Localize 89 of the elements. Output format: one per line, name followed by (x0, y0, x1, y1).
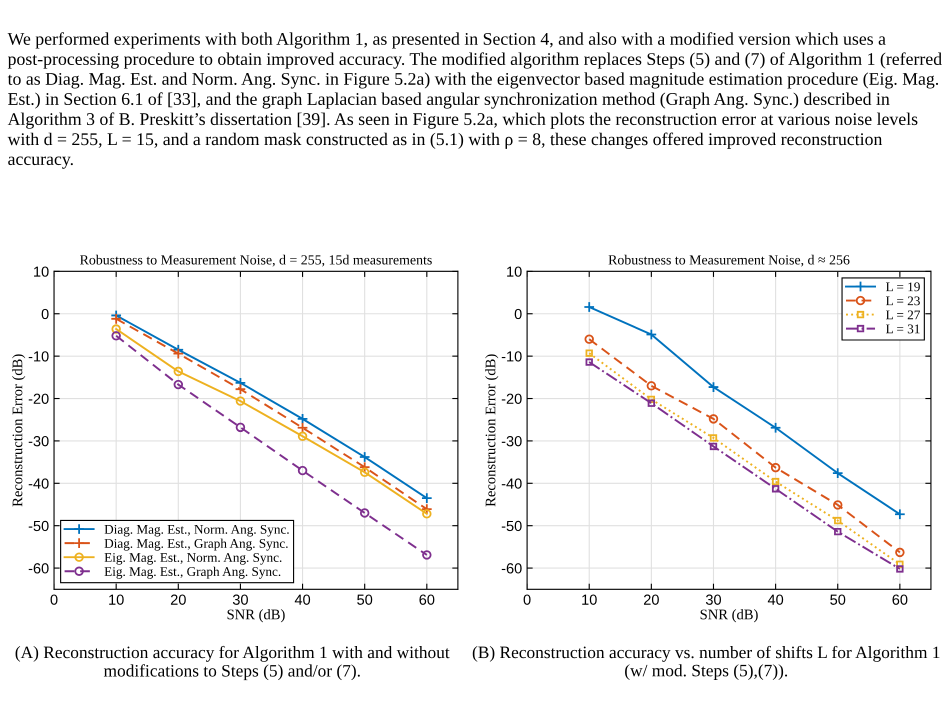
point (421, 492, 433, 504)
x-tick-label: 0 (50, 594, 58, 605)
point (772, 485, 780, 492)
point (708, 381, 720, 393)
point (772, 478, 780, 486)
y-tick-label: 0 (42, 308, 49, 320)
legend-label: L = 27 (886, 310, 920, 320)
point (298, 466, 308, 476)
x-tick-label: 50 (830, 594, 846, 605)
point (298, 432, 308, 441)
point (296, 413, 308, 425)
y-axis-title: Reconstruction Error (dB) (485, 354, 498, 506)
point (236, 396, 246, 406)
legend-label: Eig. Mag. Est., Graph Ang. Sync. (104, 566, 280, 579)
point (174, 380, 184, 390)
point (111, 331, 121, 341)
y-tick-label: -30 (28, 436, 49, 446)
y-tick-label: -40 (28, 478, 49, 489)
y-axis-title: Reconstruction Error (dB) (12, 354, 26, 506)
legend-label: Eig. Mag. Est., Norm. Ang. Sync. (104, 553, 282, 565)
chart-title: Robustness to Measurement Noise, d = 255, 15d measurements (80, 254, 432, 267)
point (770, 462, 780, 472)
point (422, 550, 432, 560)
y-tick-label: -30 (502, 436, 522, 446)
x-tick-label: 60 (419, 594, 434, 605)
point (646, 328, 658, 340)
y-tick-label: 10 (34, 266, 49, 277)
point (583, 301, 595, 313)
x-tick-label: 20 (644, 594, 659, 605)
text: We performed experiments with both Algorithm 1, as presented in Section 4, and also with a modified version which uses a post-processing procedure to obtain improved accuracy. The modified algorithm replaces Steps (5) and (7) of Algorithm 1 (referred to as Diag. Mag. Est. and Norm. Ang. Sync. in Figure 5.2a) with the eigenvector based magnitude estimation procedure (Eig. Mag. Est.) in Section 6.1 of [33], and the graph Laplacian based angular synchronization method (Graph Ang. Sync.) described in Algorithm 3 of B. Preskitt’s dissertation [39]. As seen in Figure 5.2a, which plots the reconstruction error at various noise levels with d = 255, L = 15, and a random mask constructed as in (5.1) with ρ = 8, these changes offered improved reconstruction accuracy. (8, 32, 942, 169)
x-tick-label: 40 (294, 594, 310, 605)
point (646, 381, 656, 391)
point (770, 422, 782, 434)
point (896, 565, 904, 573)
point (422, 509, 432, 519)
point (421, 503, 433, 515)
point (172, 348, 184, 360)
point (832, 467, 844, 479)
point (586, 349, 593, 357)
legend-label: L = 23 (886, 296, 920, 306)
x-axis-title: SNR (dB) (228, 609, 285, 622)
x-tick-label: 10 (109, 594, 124, 605)
point (834, 528, 842, 536)
point (710, 442, 718, 450)
point (584, 334, 594, 344)
y-tick-label: -10 (28, 351, 49, 362)
point (111, 324, 121, 334)
x-tick-label: 60 (892, 594, 908, 605)
point (710, 434, 718, 442)
x-tick-label: 10 (582, 594, 597, 605)
point (358, 461, 370, 473)
x-tick-label: 40 (768, 594, 784, 605)
legend-label: L = 19 (886, 282, 920, 292)
y-tick-label: -60 (502, 563, 522, 574)
point (360, 468, 370, 478)
x-tick-label: 0 (524, 594, 531, 605)
y-tick-label: -40 (502, 478, 522, 489)
chart-title: Robustness to Measurement Noise, d ≈ 256 (608, 254, 850, 267)
x-tick-label: 30 (706, 594, 722, 605)
y-tick-label: -60 (28, 563, 49, 574)
point (833, 500, 842, 510)
y-tick-label: -50 (28, 520, 49, 532)
y-tick-label: -20 (28, 394, 49, 404)
point (358, 451, 370, 463)
text: (B) Reconstruction accuracy vs. number of shifts L for Algorithm 1 (w/ mod. Steps (5),(7)). (472, 646, 940, 680)
y-tick-label: -20 (502, 394, 522, 404)
legend-label: L = 31 (886, 324, 920, 334)
x-tick-label: 50 (357, 594, 372, 605)
y-tick-label: -50 (502, 520, 522, 532)
point (648, 400, 656, 407)
y-tick-label: -10 (502, 351, 522, 362)
point (110, 313, 122, 325)
point (894, 508, 906, 520)
x-axis-title: SNR (dB) (700, 609, 758, 622)
point (895, 548, 905, 558)
legend-label: Diag. Mag. Est., Norm. Ang. Sync. (104, 524, 289, 537)
x-tick-label: 20 (170, 594, 186, 605)
point (834, 516, 842, 524)
y-tick-label: 10 (507, 266, 522, 277)
y-tick-label: 0 (514, 308, 522, 320)
point (708, 414, 718, 424)
text: (A) Reconstruction accuracy for Algorithm 1 with and without modifications to Steps (5) and/or (7). (16, 646, 450, 680)
point (236, 422, 246, 432)
point (360, 508, 370, 518)
legend-label: Diag. Mag. Est., Graph Ang. Sync. (104, 538, 288, 551)
x-tick-label: 30 (232, 594, 248, 605)
point (174, 366, 184, 376)
point (234, 383, 246, 395)
point (586, 358, 593, 366)
